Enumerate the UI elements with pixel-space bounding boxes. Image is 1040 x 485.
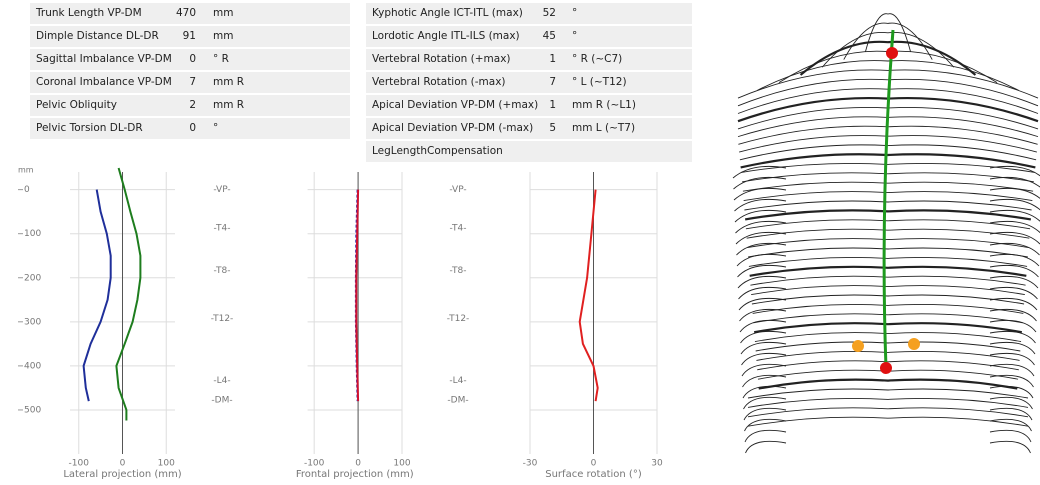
spine-line <box>884 30 893 368</box>
contour-line <box>753 304 1024 313</box>
x-tick-label: 100 <box>393 459 410 469</box>
contour-line <box>740 145 1036 160</box>
y-tick-label: 400 <box>24 361 41 371</box>
arm-line <box>736 232 786 244</box>
contour-line <box>744 201 1031 210</box>
contour-line <box>747 229 1030 238</box>
vertebra-label: -T12- <box>211 314 234 324</box>
contour-line <box>753 314 1022 323</box>
contour-line <box>741 154 1036 167</box>
landmark-vp <box>886 47 898 59</box>
y-tick-label: 0 <box>24 185 30 195</box>
contour-line <box>742 173 1034 182</box>
contour-line <box>748 408 1028 417</box>
arm-line <box>736 221 787 233</box>
contour-line <box>744 192 1033 201</box>
contour-line <box>752 295 1024 304</box>
vertebra-label: -L4- <box>213 376 230 386</box>
contour-line <box>745 210 1031 219</box>
vertebra-label: -L4- <box>449 376 466 386</box>
vertebra-label: -DM- <box>447 396 468 406</box>
contour-line <box>748 417 1028 426</box>
arm-line <box>990 276 1038 288</box>
contour-line <box>743 182 1033 191</box>
y-axis-unit: mm <box>18 166 34 175</box>
vertebra-label: -T4- <box>214 223 231 233</box>
curve <box>116 168 140 421</box>
x-tick-label: 30 <box>651 459 663 469</box>
contour-line <box>756 351 1019 360</box>
vertebra-label: -T4- <box>450 223 467 233</box>
x-tick-label: 0 <box>120 459 126 469</box>
arm-line <box>990 221 1040 233</box>
arm-line <box>746 441 787 453</box>
vertebra-label: -T8- <box>450 266 467 276</box>
vertebra-label: -T12- <box>447 314 470 324</box>
arm-line <box>745 430 786 442</box>
y-tick-label: 100 <box>24 229 41 239</box>
x-tick-label: -100 <box>69 459 90 469</box>
y-tick-label: 300 <box>24 317 41 327</box>
y-tick-label: 200 <box>24 273 41 283</box>
x-tick-label: 0 <box>355 459 361 469</box>
curve <box>84 190 111 402</box>
contour-line <box>755 333 1021 342</box>
x-tick-label: 0 <box>591 459 597 469</box>
landmark-dm <box>880 362 892 374</box>
x-tick-label: 100 <box>158 459 175 469</box>
arm-line <box>741 342 786 354</box>
contour-line <box>749 257 1027 266</box>
arm-line <box>741 331 787 343</box>
curve <box>580 190 598 402</box>
contour-line <box>748 389 1028 398</box>
contour-line <box>747 239 1028 248</box>
arm-line <box>990 331 1036 343</box>
contour-line <box>750 276 1025 285</box>
contour-line <box>748 248 1028 257</box>
arm-line <box>990 342 1035 354</box>
arm-line <box>990 232 1040 244</box>
landmark-dl <box>852 340 864 352</box>
x-axis-label: Frontal projection (mm) <box>296 469 414 480</box>
contour-line <box>751 286 1025 295</box>
y-tick-label: 500 <box>24 405 41 415</box>
contour-line <box>746 220 1030 229</box>
contour-line <box>759 380 1018 389</box>
vertebra-label: -T8- <box>214 266 231 276</box>
x-tick-label: -30 <box>523 459 538 469</box>
back-contour <box>733 14 1040 453</box>
x-tick-label: -100 <box>304 459 325 469</box>
contour-line <box>754 323 1022 332</box>
x-axis-label: Lateral projection (mm) <box>63 469 181 480</box>
vertebra-label: -VP- <box>213 185 230 195</box>
arm-line <box>990 430 1031 442</box>
page: Trunk Length VP-DM470mmDimple Distance D… <box>0 0 1040 485</box>
arm-line <box>738 276 786 288</box>
contour-line <box>756 342 1021 351</box>
vertebra-label: -VP- <box>449 185 466 195</box>
contour-line <box>750 267 1027 276</box>
arm-line <box>990 441 1031 453</box>
landmark-dr <box>908 338 920 350</box>
vertebra-label: -DM- <box>211 396 232 406</box>
arm-line <box>745 419 787 431</box>
x-axis-label: Surface rotation (°) <box>545 469 642 480</box>
charts-and-back: mm0100200300400500-1000100Lateral projec… <box>0 0 1040 485</box>
arm-line <box>990 419 1032 431</box>
contour-line <box>748 398 1028 407</box>
